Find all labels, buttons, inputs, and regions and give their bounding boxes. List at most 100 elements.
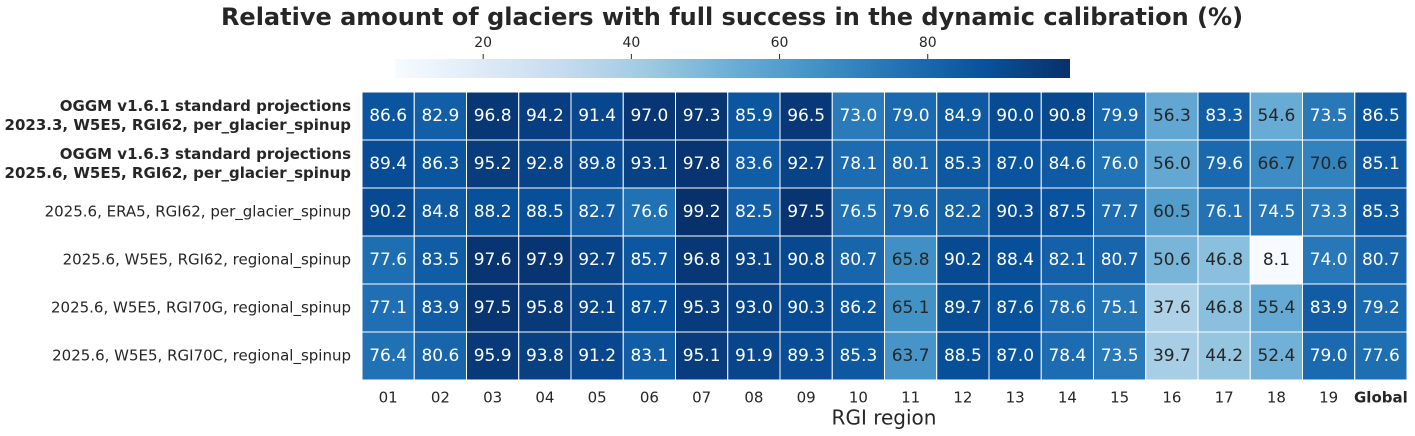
- cell-label: 84.8: [421, 202, 459, 222]
- cell-label: 97.0: [630, 106, 668, 126]
- heatmap-cell: [361, 331, 415, 381]
- cell-label: 77.6: [1362, 346, 1400, 366]
- colorbar-tick-label: 60: [771, 35, 789, 51]
- cell-label: 90.8: [787, 250, 825, 270]
- cell-label: 85.3: [1362, 202, 1400, 222]
- heatmap-cell: [1040, 235, 1094, 285]
- cell-label: 97.8: [683, 154, 721, 174]
- cell-label: 55.4: [1257, 298, 1295, 318]
- heatmap-cell: [518, 187, 572, 237]
- heatmap-cell: [1145, 283, 1199, 333]
- heatmap-cell: [1354, 283, 1408, 333]
- heatmap-cell: [779, 235, 833, 285]
- heatmap-cell: [727, 235, 781, 285]
- cell-label: 76.6: [630, 202, 668, 222]
- cell-label: 90.3: [996, 202, 1034, 222]
- cell-label: 96.8: [474, 106, 512, 126]
- heatmap-cell: [675, 187, 729, 237]
- heatmap-cell: [779, 331, 833, 381]
- cell-label: 79.2: [1362, 298, 1400, 318]
- cell-label: 70.6: [1310, 154, 1348, 174]
- cell-label: 91.2: [578, 346, 616, 366]
- cell-label: 86.3: [421, 154, 459, 174]
- heatmap-cell: [1093, 283, 1147, 333]
- x-tick-label: 06: [640, 389, 659, 407]
- heatmap-cell: [1354, 139, 1408, 189]
- y-tick-label: OGGM v1.6.3 standard projections: [60, 145, 351, 163]
- cell-label: 92.7: [578, 250, 616, 270]
- heatmap-cell: [884, 187, 938, 237]
- heatmap-cell: [727, 331, 781, 381]
- cell-label: 65.1: [892, 298, 930, 318]
- cell-label: 56.0: [1153, 154, 1191, 174]
- y-tick-label: 2025.6, ERA5, RGI62, per_glacier_spinup: [45, 203, 351, 222]
- heatmap-cell: [518, 283, 572, 333]
- cell-label: 76.1: [1205, 202, 1243, 222]
- cell-label: 80.7: [839, 250, 877, 270]
- heatmap-cell: [1145, 331, 1199, 381]
- cell-label: 93.1: [735, 250, 773, 270]
- cell-label: 90.2: [369, 202, 407, 222]
- cell-label: 77.6: [369, 250, 407, 270]
- cell-label: 79.0: [1310, 346, 1348, 366]
- cell-label: 87.0: [996, 346, 1034, 366]
- y-tick-label: 2023.3, W5E5, RGI62, per_glacier_spinup: [5, 116, 352, 134]
- heatmap-cell: [1302, 283, 1356, 333]
- cell-label: 88.2: [474, 202, 512, 222]
- chart-title: Relative amount of glaciers with full su…: [221, 3, 1243, 31]
- cell-label: 73.3: [1310, 202, 1348, 222]
- cell-label: 85.3: [839, 346, 877, 366]
- heatmap-cell: [466, 331, 520, 381]
- cell-label: 97.5: [787, 202, 825, 222]
- y-tick-label: 2025.6, W5E5, RGI62, regional_spinup: [63, 251, 351, 270]
- heatmap-cell: [622, 139, 676, 189]
- heatmap-cell: [1354, 235, 1408, 285]
- heatmap-cell: [675, 235, 729, 285]
- cell-label: 85.1: [1362, 154, 1400, 174]
- cell-label: 89.3: [787, 346, 825, 366]
- cell-label: 84.9: [944, 106, 982, 126]
- cell-label: 66.7: [1257, 154, 1295, 174]
- heatmap-cell: [570, 187, 624, 237]
- cell-label: 92.8: [526, 154, 564, 174]
- x-tick-label: 09: [797, 389, 816, 407]
- heatmap-cell: [831, 91, 885, 141]
- cell-label: 87.0: [996, 154, 1034, 174]
- cell-label: 78.6: [1048, 298, 1086, 318]
- cell-label: 92.7: [787, 154, 825, 174]
- heatmap-cell: [1302, 91, 1356, 141]
- x-tick-label: 15: [1110, 389, 1129, 407]
- x-tick-label: 10: [849, 389, 868, 407]
- heatmap-cell: [1249, 331, 1303, 381]
- cell-label: 96.5: [787, 106, 825, 126]
- cell-label: 88.5: [526, 202, 564, 222]
- y-tick-label: OGGM v1.6.1 standard projections: [60, 97, 351, 115]
- heatmap-cell: [1354, 187, 1408, 237]
- heatmap-cell: [466, 283, 520, 333]
- cell-label: 74.0: [1310, 250, 1348, 270]
- cell-label: 56.3: [1153, 106, 1191, 126]
- cell-label: 77.1: [369, 298, 407, 318]
- cell-label: 99.2: [683, 202, 721, 222]
- cell-label: 50.6: [1153, 250, 1191, 270]
- heatmap-cell: [1093, 331, 1147, 381]
- cell-label: 88.5: [944, 346, 982, 366]
- x-tick-label: Global: [1354, 389, 1408, 407]
- cell-label: 46.8: [1205, 298, 1243, 318]
- cell-label: 79.6: [1205, 154, 1243, 174]
- cell-label: 85.7: [630, 250, 668, 270]
- heatmap-cell: [518, 91, 572, 141]
- heatmap-cell: [570, 235, 624, 285]
- heatmap-cell: [1354, 91, 1408, 141]
- heatmap-cell: [361, 187, 415, 237]
- cell-label: 97.5: [474, 298, 512, 318]
- x-tick-label: 13: [1006, 389, 1025, 407]
- cell-label: 89.8: [578, 154, 616, 174]
- y-tick-label: 2025.6, W5E5, RGI70C, regional_spinup: [52, 347, 351, 366]
- x-axis-label: RGI region: [832, 406, 937, 430]
- heatmap-cell: [361, 91, 415, 141]
- cell-label: 80.7: [1101, 250, 1139, 270]
- heatmap-cell: [884, 91, 938, 141]
- cell-label: 90.0: [996, 106, 1034, 126]
- heatmap-cell: [570, 331, 624, 381]
